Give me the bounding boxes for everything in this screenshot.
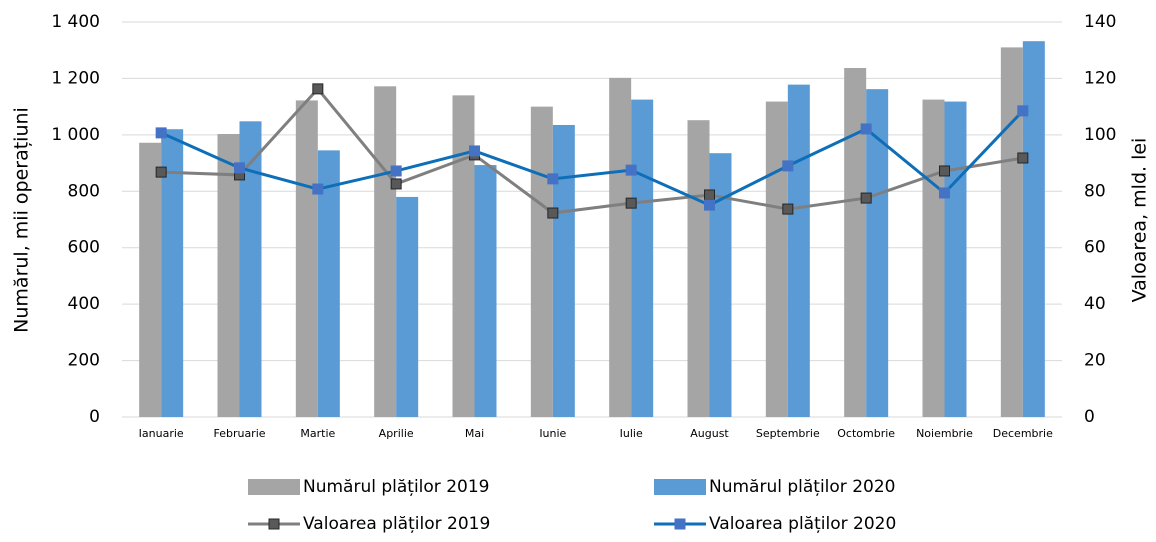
x-tick-label: Martie bbox=[300, 427, 335, 440]
line bbox=[161, 86, 1024, 215]
y2-tick-label: 20 bbox=[1084, 351, 1106, 371]
y-tick-label: 600 bbox=[68, 238, 100, 258]
marker bbox=[547, 173, 559, 185]
marker bbox=[390, 165, 402, 177]
legend-swatch bbox=[654, 479, 706, 495]
marker bbox=[155, 127, 167, 139]
marker bbox=[547, 207, 559, 219]
y-tick-label: 1 200 bbox=[51, 68, 100, 88]
x-tick-label: Decembrie bbox=[993, 427, 1053, 440]
marker bbox=[625, 197, 637, 209]
x-tick-label: Octombrie bbox=[837, 427, 895, 440]
bar bbox=[844, 67, 867, 417]
bar bbox=[687, 120, 710, 417]
marker bbox=[860, 192, 872, 204]
marker bbox=[860, 123, 872, 135]
x-tick-label: Mai bbox=[465, 427, 484, 440]
legend-label: Valoarea plăților 2020 bbox=[709, 514, 896, 534]
bar bbox=[922, 99, 945, 417]
bar bbox=[765, 101, 788, 418]
marker bbox=[782, 160, 794, 172]
marker bbox=[312, 83, 324, 95]
bar bbox=[609, 77, 632, 417]
marker bbox=[625, 164, 637, 176]
marker bbox=[782, 203, 794, 215]
legend-marker bbox=[268, 518, 280, 530]
y2-tick-label: 40 bbox=[1084, 294, 1106, 314]
marker bbox=[234, 162, 245, 174]
y-tick-label: 0 bbox=[89, 407, 100, 427]
x-tick-label: Iunie bbox=[539, 427, 566, 440]
legend-swatch bbox=[248, 479, 300, 495]
legend-label: Valoarea plăților 2019 bbox=[303, 514, 490, 534]
marker bbox=[155, 166, 167, 178]
marker bbox=[939, 187, 950, 199]
y2-tick-label: 80 bbox=[1084, 181, 1106, 201]
marker bbox=[312, 183, 324, 195]
y-tick-label: 800 bbox=[68, 181, 100, 201]
x-tick-label: Septembrie bbox=[756, 427, 820, 440]
x-tick-label: Noiembrie bbox=[916, 427, 973, 440]
bar bbox=[452, 95, 475, 417]
y2-tick-label: 0 bbox=[1084, 407, 1095, 427]
legend-label: Numărul plăților 2020 bbox=[709, 477, 895, 497]
bar bbox=[552, 124, 575, 417]
y-tick-label: 400 bbox=[68, 294, 100, 314]
y2-tick-label: 140 bbox=[1084, 12, 1116, 32]
y2-tick-label: 60 bbox=[1084, 238, 1106, 258]
y-tick-label: 1 000 bbox=[51, 125, 100, 145]
bar bbox=[161, 129, 184, 417]
x-tick-label: Ianuarie bbox=[139, 427, 184, 440]
bar bbox=[1000, 47, 1023, 418]
bar bbox=[217, 134, 240, 417]
y2-axis-label: Valoarea, mld. lei bbox=[1129, 138, 1151, 303]
bar bbox=[239, 121, 262, 418]
x-tick-label: August bbox=[690, 427, 729, 440]
marker bbox=[704, 189, 715, 201]
marker bbox=[390, 178, 402, 190]
x-tick-label: Aprilie bbox=[379, 427, 414, 440]
marker bbox=[1017, 105, 1029, 117]
line bbox=[160, 109, 1024, 207]
x-tick-label: Iulie bbox=[620, 427, 643, 440]
bar bbox=[866, 89, 889, 418]
bar bbox=[787, 84, 810, 417]
bar bbox=[944, 101, 967, 418]
legend-marker bbox=[674, 518, 686, 530]
y-tick-label: 200 bbox=[68, 351, 100, 371]
bar bbox=[631, 99, 654, 417]
marker bbox=[1017, 152, 1029, 164]
bar bbox=[474, 165, 497, 417]
bar bbox=[1022, 41, 1045, 417]
bar bbox=[139, 142, 162, 417]
bar bbox=[396, 196, 419, 417]
y2-tick-label: 120 bbox=[1084, 68, 1116, 88]
bar bbox=[295, 100, 318, 417]
legend-label: Numărul plăților 2019 bbox=[303, 477, 489, 497]
bar bbox=[374, 86, 397, 417]
x-tick-label: Februarie bbox=[213, 427, 265, 440]
marker bbox=[704, 199, 715, 211]
bar bbox=[709, 153, 732, 418]
y-tick-label: 1 400 bbox=[51, 12, 100, 32]
y2-tick-label: 100 bbox=[1084, 125, 1116, 145]
marker bbox=[469, 145, 480, 157]
bar bbox=[317, 150, 340, 417]
y-axis-label: Numărul, mii operațiuni bbox=[11, 107, 33, 333]
bar bbox=[530, 106, 553, 418]
marker bbox=[939, 165, 950, 177]
